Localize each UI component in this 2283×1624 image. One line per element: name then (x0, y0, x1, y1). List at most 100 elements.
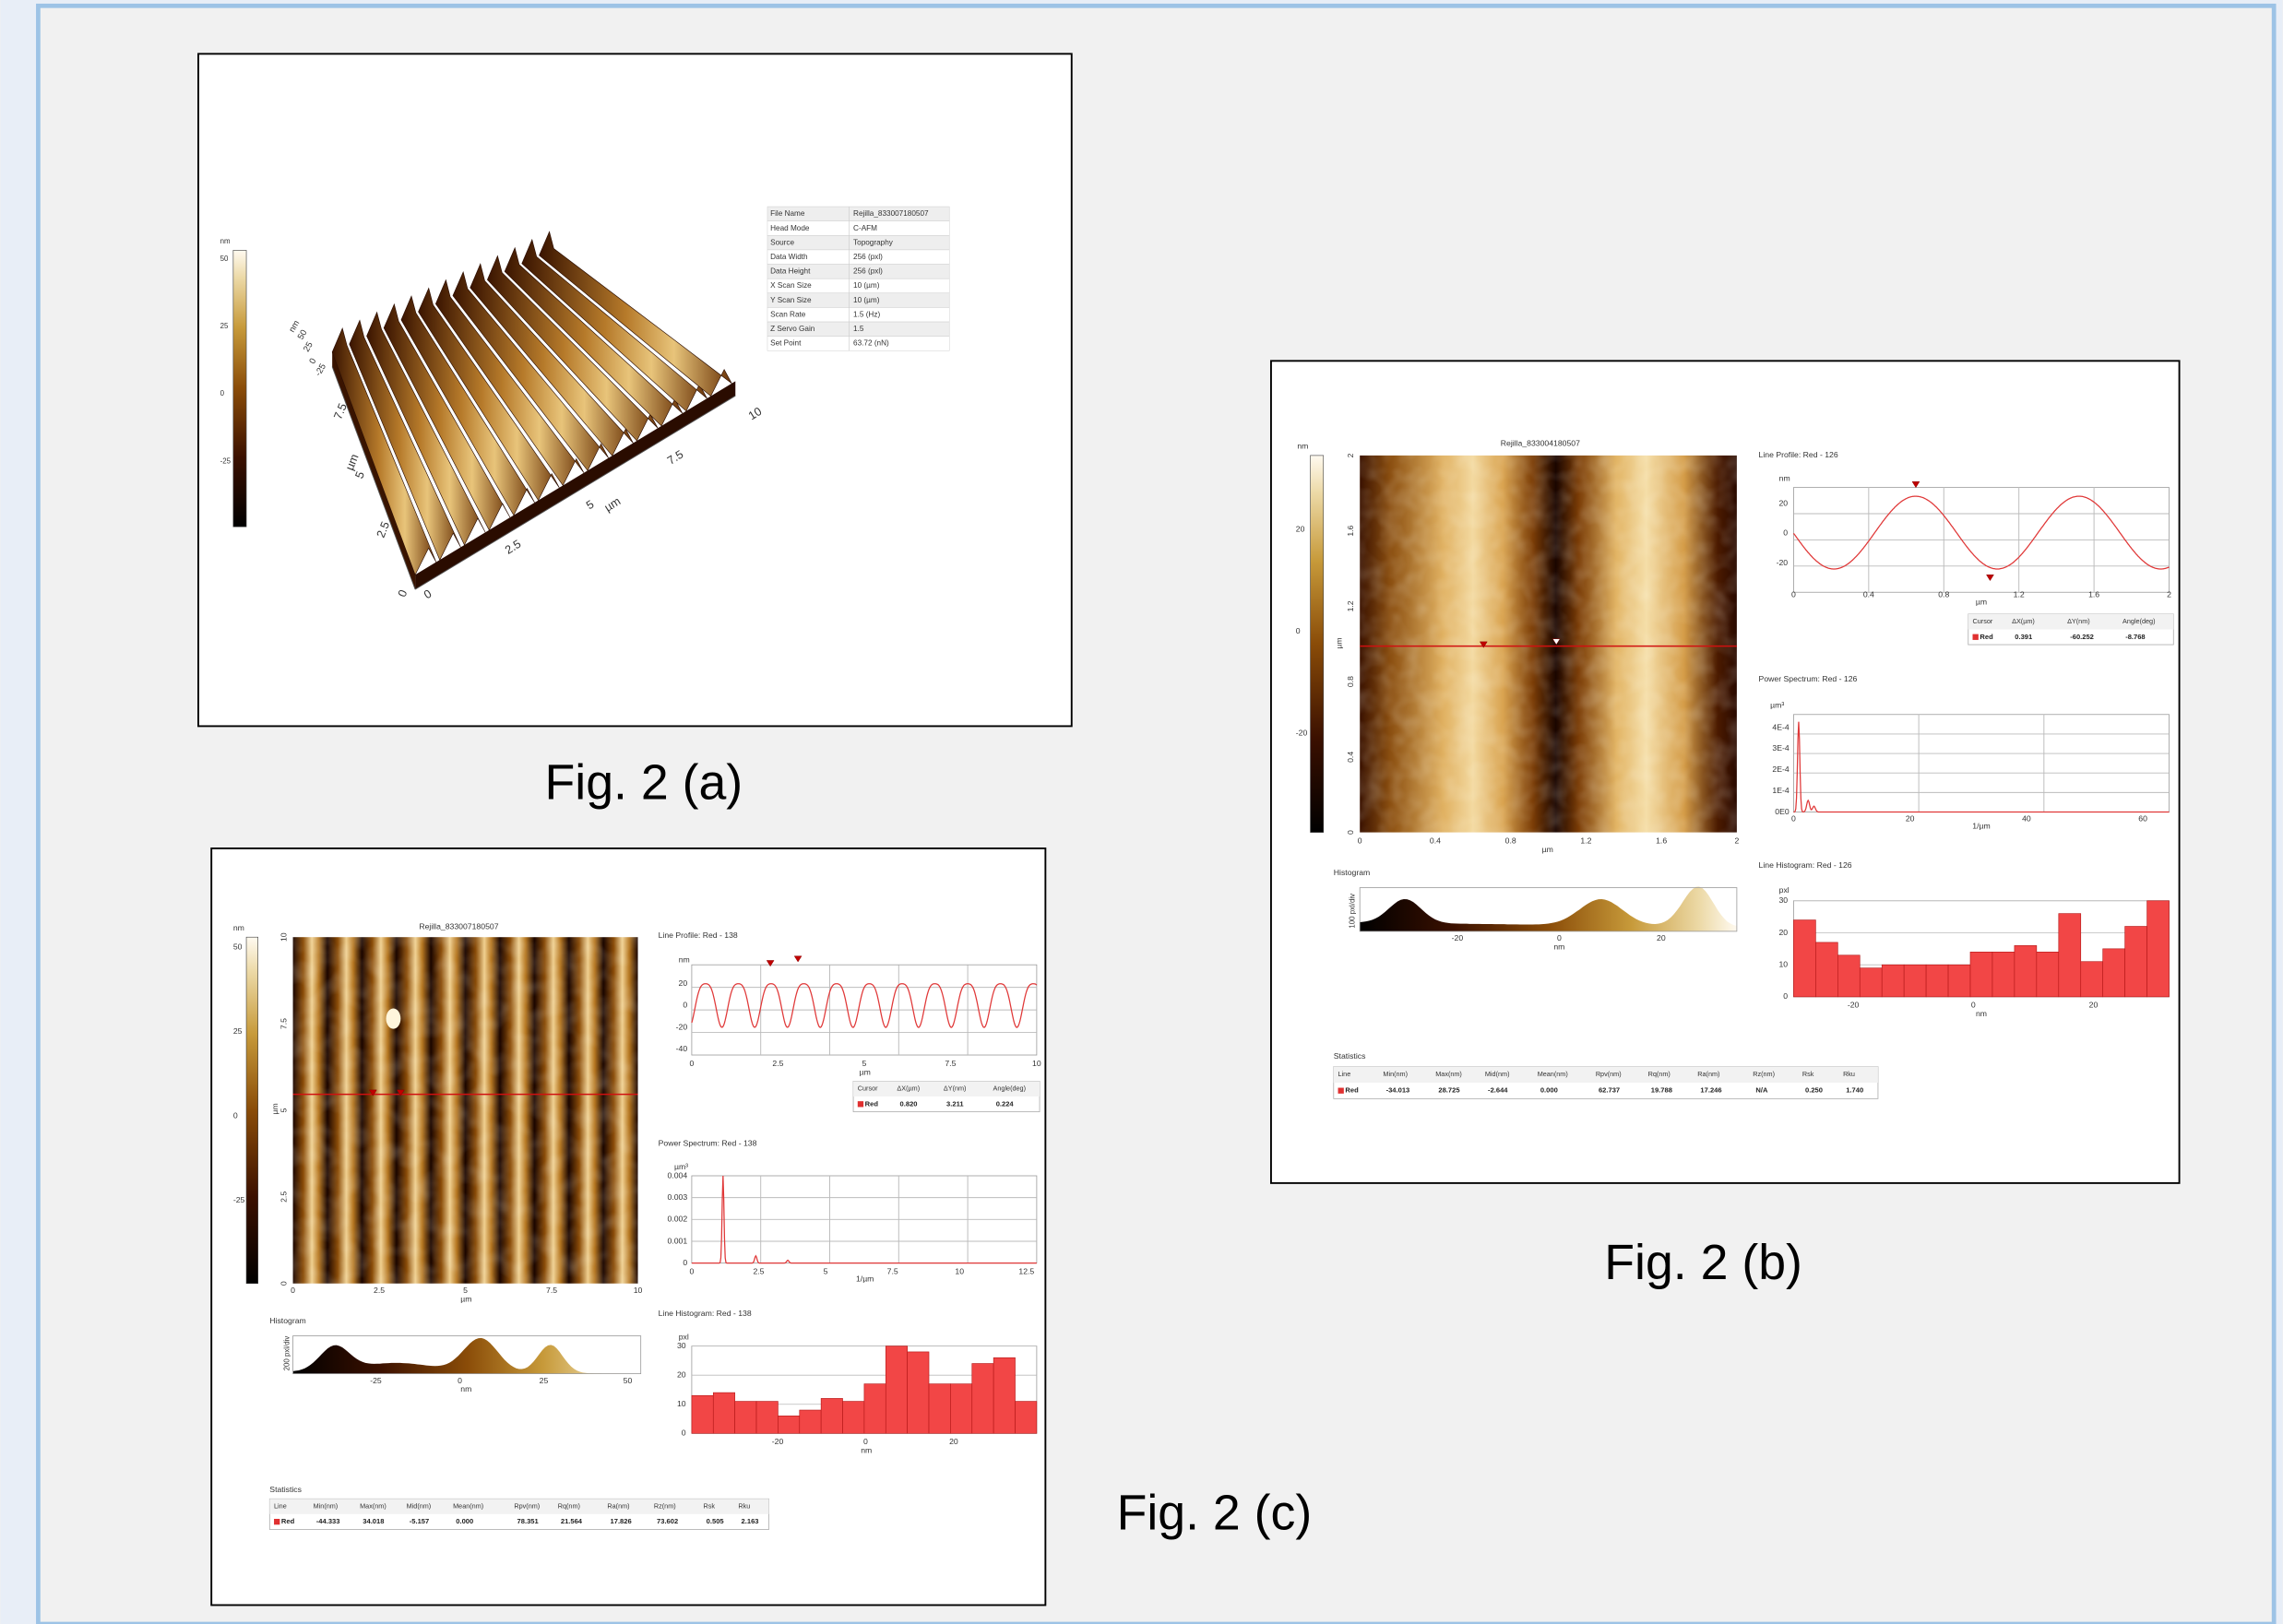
label: µm (1542, 845, 1553, 854)
info-value: 10 (µm) (853, 281, 880, 290)
bar (692, 1395, 713, 1433)
bar (843, 1402, 864, 1434)
bar (950, 1384, 971, 1434)
y-tick-label: 30 (1778, 895, 1788, 905)
bar (2103, 949, 2125, 997)
y-tick-label: 0 (682, 1428, 686, 1438)
label: Line Profile: Red - 126 (1759, 450, 1838, 459)
info-value: 1.5 (Hz) (853, 310, 880, 318)
label: nm (1297, 442, 1308, 451)
label: -20 (772, 1437, 784, 1446)
bar (1904, 965, 1926, 997)
bar (886, 1346, 907, 1434)
bar (2081, 962, 2103, 997)
label: 0 (689, 1266, 694, 1275)
y-tick-label: 20 (1778, 928, 1788, 937)
label: 0 (233, 1111, 238, 1120)
table-header-cell: Cursor (858, 1085, 878, 1093)
table-cell: -44.333 (316, 1517, 340, 1525)
table-header-cell: Ra(nm) (607, 1502, 629, 1511)
y-tick-label: 10 (1778, 959, 1788, 968)
label: 10 (1032, 1059, 1041, 1068)
label: 50 (220, 255, 229, 263)
info-key: Z Servo Gain (770, 325, 815, 333)
label: 50 (233, 942, 243, 952)
bar (1992, 952, 2015, 997)
table-cell: Red (281, 1517, 295, 1525)
table-cell: -8.768 (2125, 633, 2145, 641)
label: 2 (2167, 590, 2171, 599)
label: 0 (279, 1281, 288, 1286)
label: 7.5 (279, 1018, 288, 1029)
label: 0.003 (668, 1192, 688, 1202)
info-key: Head Mode (770, 224, 810, 232)
label: -25 (233, 1195, 245, 1204)
table-cell: 0.000 (1540, 1086, 1558, 1095)
table-header-cell: Rku (1843, 1070, 1855, 1078)
label: 0.8 (1938, 590, 1949, 599)
bar (1860, 968, 1882, 997)
y-tick-label: 30 (677, 1341, 686, 1350)
label: 20 (1778, 498, 1788, 507)
label: µm (270, 1103, 279, 1114)
info-key: Scan Rate (770, 310, 806, 318)
label: 0.004 (668, 1170, 688, 1179)
info-value: 256 (pxl) (853, 253, 883, 261)
caption: Fig. 2 (c) (1117, 1485, 1313, 1540)
label: 1.6 (1656, 836, 1667, 845)
info-value: 63.72 (nN) (853, 339, 889, 348)
label: 100 pxl/div (1348, 894, 1356, 929)
plot-frame (1793, 715, 2169, 812)
info-key: Source (770, 238, 794, 246)
bar (1948, 965, 1970, 997)
label: Line Histogram: Red - 138 (659, 1309, 752, 1318)
page: {"captions":["Fig. 2 (a)","Fig. 2 (b)","… (0, 0, 2283, 1624)
table-cell: 73.602 (657, 1517, 678, 1525)
table-cell: 21.564 (561, 1517, 583, 1525)
bar (993, 1357, 1015, 1433)
label: 20 (1296, 525, 1305, 534)
y-tick-label: 20 (677, 1369, 686, 1379)
label: 2 (1346, 453, 1355, 457)
table-cell: 0.000 (456, 1517, 473, 1525)
label: 0 (689, 1059, 694, 1068)
label: 20 (2089, 1001, 2099, 1010)
label: -20 (676, 1022, 688, 1031)
table-cell: 62.737 (1599, 1086, 1620, 1095)
label: 0 (220, 389, 225, 397)
table-cell: 0.820 (900, 1099, 918, 1108)
bar (821, 1398, 842, 1433)
label: 0 (1783, 528, 1788, 538)
table-header-cell: Angle(deg) (2122, 617, 2155, 625)
table-header-cell: Mid(nm) (1485, 1070, 1510, 1078)
table-cell: 0.250 (1805, 1086, 1823, 1095)
info-key: Set Point (770, 339, 802, 348)
label: 2 (1734, 836, 1739, 845)
bar (1882, 965, 1904, 997)
bar (1926, 965, 1948, 997)
legend-swatch (1973, 634, 1979, 640)
label: 25 (220, 322, 229, 330)
label: 1.6 (2088, 590, 2099, 599)
label: µm (460, 1294, 471, 1303)
label: 2.5 (374, 1286, 385, 1295)
label: 25 (540, 1376, 549, 1385)
label: 1/µm (856, 1274, 874, 1283)
label: Histogram (269, 1316, 305, 1325)
label: µm (860, 1067, 871, 1076)
table-header-cell: Rku (738, 1502, 750, 1511)
table-header-cell: Rsk (704, 1502, 716, 1511)
table-header-cell: ΔX(µm) (897, 1085, 920, 1093)
label: µm (1976, 598, 1987, 607)
label: 12.5 (1018, 1266, 1034, 1275)
image-title: Rejilla_833007180507 (419, 921, 498, 931)
label: Statistics (269, 1485, 302, 1494)
bar (929, 1384, 950, 1434)
label: 0 (1346, 830, 1355, 835)
label: 20 (949, 1437, 958, 1446)
bar (2015, 945, 2037, 997)
label: Statistics (1334, 1051, 1366, 1061)
legend-swatch (1338, 1088, 1344, 1094)
bar (2059, 914, 2081, 997)
label: 0 (1791, 814, 1796, 824)
